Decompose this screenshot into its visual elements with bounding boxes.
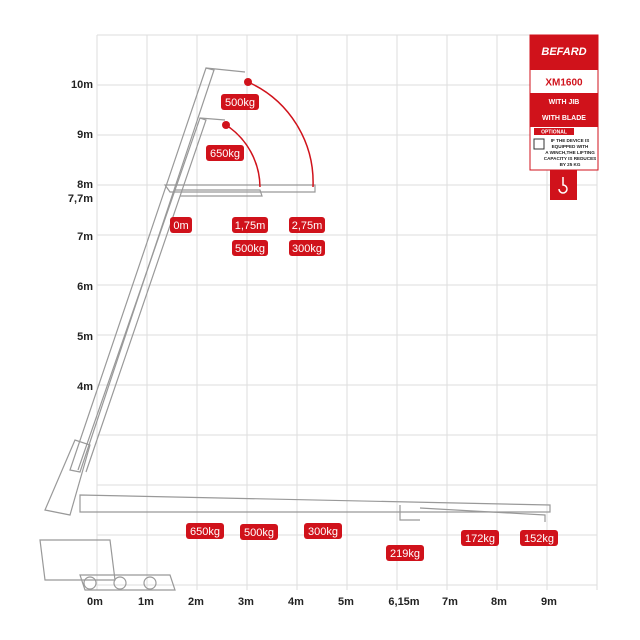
load-label: 300kg xyxy=(308,526,338,538)
load-badge xyxy=(520,530,558,546)
load-badge xyxy=(461,530,499,546)
load-labels: 500kg 650kg 0m 1,75m 2,75m 500kg 300kg 650kg 500… xyxy=(170,94,558,561)
load-label: 500kg xyxy=(235,243,265,255)
y-label: 7m xyxy=(77,231,93,243)
winch-icon xyxy=(533,138,545,150)
load-badge xyxy=(386,545,424,561)
load-label: 500kg xyxy=(244,527,274,539)
note-line: A WINCH,THE LIFTING xyxy=(545,150,595,155)
load-label: 152kg xyxy=(524,533,554,545)
model: XM1600 xyxy=(545,78,583,89)
load-badge xyxy=(289,240,325,256)
brand: BEFARD xyxy=(541,46,586,58)
options-band xyxy=(530,93,598,127)
note-line: CAPACITY IS REDUCES xyxy=(544,156,596,161)
reach-arcs xyxy=(225,81,314,188)
x-label: 9m xyxy=(541,596,557,608)
y-label: 7,7m xyxy=(68,193,93,205)
load-badge xyxy=(289,217,325,233)
load-label: 650kg xyxy=(210,148,240,160)
load-label: 0m xyxy=(173,220,188,232)
crane-drawing xyxy=(39,67,551,591)
x-label: 0m xyxy=(87,596,103,608)
load-badge xyxy=(186,523,224,539)
load-badge xyxy=(221,94,259,110)
grid xyxy=(96,34,598,590)
panel-header xyxy=(530,35,598,70)
load-label: 172kg xyxy=(465,533,495,545)
x-label: 6,15m xyxy=(388,596,419,608)
x-label: 1m xyxy=(138,596,154,608)
load-label: 1,75m xyxy=(235,220,266,232)
note-line: IF THE DEVICE IS xyxy=(551,138,590,143)
x-label: 5m xyxy=(338,596,354,608)
load-label: 300kg xyxy=(292,243,322,255)
load-badge xyxy=(240,524,278,540)
x-label: 2m xyxy=(188,596,204,608)
y-label: 4m xyxy=(77,381,93,393)
hook-icon xyxy=(558,177,568,194)
note-line: EQUIPPED WITH xyxy=(552,144,589,149)
load-badge xyxy=(232,217,268,233)
load-label: 219kg xyxy=(390,548,420,560)
note-line: BY 25 KG xyxy=(560,162,581,167)
optional-tag xyxy=(534,128,574,135)
load-badge xyxy=(170,217,192,233)
load-badge xyxy=(304,523,342,539)
load-label: 650kg xyxy=(190,526,220,538)
load-badge xyxy=(232,240,268,256)
axes: 10m 9m 8m 7,7m 7m 6m 5m 4m 0m 1m 2m 3m 4m 5m 6,15m 7m 8m… xyxy=(68,79,557,608)
x-label: 4m xyxy=(288,596,304,608)
optional-title: OPTIONAL xyxy=(541,129,567,135)
arc-point xyxy=(244,78,252,86)
load-badge xyxy=(206,145,244,161)
y-label: 8m xyxy=(77,179,93,191)
load-label: 2,75m xyxy=(292,220,323,232)
y-label: 6m xyxy=(77,281,93,293)
spec-panel: BEFARD XM1600 WITH JIB WITH BLADE OPTION… xyxy=(529,34,599,200)
option: WITH BLADE xyxy=(542,115,586,122)
x-label: 7m xyxy=(442,596,458,608)
y-label: 10m xyxy=(71,79,93,91)
y-label: 9m xyxy=(77,129,93,141)
x-label: 8m xyxy=(491,596,507,608)
load-label: 500kg xyxy=(225,97,255,109)
x-label: 3m xyxy=(238,596,254,608)
y-label: 5m xyxy=(77,331,93,343)
arc-point xyxy=(222,121,230,129)
option: WITH JIB xyxy=(549,99,580,106)
